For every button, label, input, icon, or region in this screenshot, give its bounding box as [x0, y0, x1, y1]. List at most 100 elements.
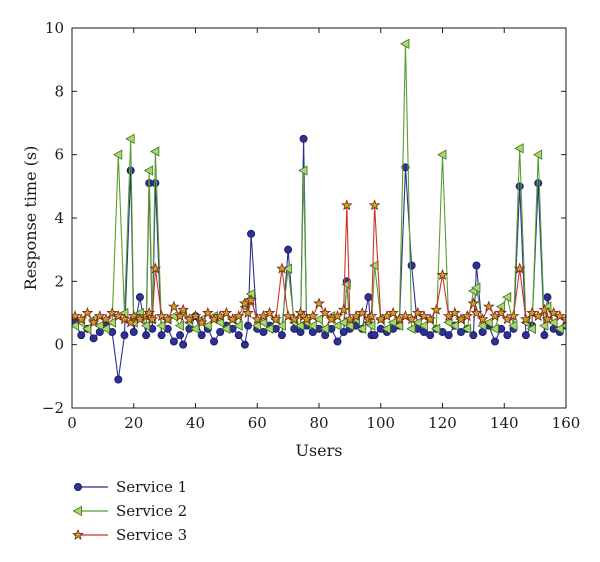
- series-2-point: [298, 165, 308, 176]
- series-1: [72, 134, 566, 384]
- series-3-point: [195, 316, 208, 328]
- series-1-point: [407, 261, 416, 270]
- series-3-point: [93, 310, 106, 322]
- series-2-point: [381, 323, 391, 335]
- series-1-point: [543, 293, 552, 302]
- series-1-point: [135, 293, 144, 302]
- series-1-point: [503, 331, 512, 340]
- series-3-point: [87, 316, 100, 328]
- series-1-point: [457, 327, 466, 336]
- series-2-point: [539, 320, 549, 331]
- series-3-point: [245, 294, 257, 306]
- series-1-point: [284, 245, 293, 254]
- series-2-point: [202, 320, 212, 331]
- series-2-point: [276, 320, 286, 331]
- series-1-point: [179, 340, 188, 349]
- y-axis-title: Response time (s): [21, 146, 40, 291]
- series-3-point: [470, 306, 483, 318]
- series-1-point: [444, 331, 453, 340]
- series-2: [72, 38, 566, 335]
- series-3-point: [106, 306, 118, 318]
- x-tick-label: 40: [186, 414, 205, 432]
- series-3-point: [436, 268, 449, 280]
- series-3-point: [313, 297, 325, 309]
- series-2-point: [307, 320, 317, 331]
- series-3-point: [288, 313, 301, 325]
- series-2-point: [295, 320, 305, 331]
- legend-label: Service 3: [116, 526, 187, 544]
- series-2-point: [258, 317, 268, 328]
- series-1-point: [401, 163, 410, 172]
- series-1-point: [247, 229, 256, 238]
- series-3-point: [495, 306, 508, 318]
- y-tick-label: 4: [54, 209, 64, 227]
- series-3-point: [174, 310, 186, 322]
- series-2-point: [508, 320, 518, 331]
- series-3-point: [482, 300, 495, 312]
- series-1-point: [157, 331, 166, 340]
- series-1-point: [472, 261, 481, 270]
- series-3-point: [405, 313, 418, 325]
- series-3-point: [461, 310, 474, 322]
- series-2-point: [251, 320, 262, 331]
- series-1-point: [89, 334, 98, 343]
- series-3-point: [269, 313, 282, 325]
- y-tick-label: 10: [45, 19, 64, 37]
- series-3-point: [532, 310, 545, 322]
- series-3-point: [520, 313, 532, 325]
- series-3-point: [337, 303, 350, 315]
- series-2-point: [449, 320, 459, 331]
- series-3-point: [547, 306, 560, 318]
- series-3-point: [418, 310, 430, 322]
- x-tick-label: 80: [309, 414, 328, 432]
- series-2-point: [156, 320, 166, 331]
- series-2-point: [400, 38, 410, 50]
- series-2-line: [74, 43, 566, 330]
- series-1-point: [210, 337, 219, 346]
- series-3-point: [81, 306, 94, 318]
- legend-marker: [72, 505, 82, 517]
- series-3-point: [340, 199, 353, 211]
- y-tick-label: −2: [42, 399, 64, 417]
- x-axis-title: Users: [295, 441, 342, 460]
- series-3-point: [146, 313, 159, 325]
- series-3-point: [177, 303, 189, 315]
- series-1-point: [521, 331, 530, 340]
- series-2-point: [319, 323, 330, 335]
- series-2-point: [190, 323, 200, 335]
- series-2-point: [356, 323, 367, 335]
- series-3-point: [507, 310, 520, 322]
- x-tick-label: 100: [366, 414, 395, 432]
- series-3-point: [449, 306, 461, 318]
- series-3-point: [202, 306, 214, 318]
- x-tick-label: 160: [552, 414, 581, 432]
- series-2-point: [282, 263, 293, 274]
- series-3-point: [242, 306, 254, 318]
- series-1-point: [426, 331, 435, 340]
- y-tick-label: 0: [54, 336, 64, 354]
- series-1-point: [129, 327, 138, 336]
- y-tick-label: 2: [54, 272, 64, 290]
- series-2-point: [264, 323, 274, 335]
- series-1-point: [243, 321, 252, 330]
- series-1-point: [176, 331, 185, 340]
- series-3-point: [112, 310, 125, 322]
- series-3-point: [75, 313, 88, 325]
- y-tick-label: 6: [54, 146, 64, 164]
- x-tick-label: 20: [124, 414, 143, 432]
- series-2-point: [332, 320, 342, 331]
- series-1-point: [364, 293, 373, 302]
- series-3-point: [513, 262, 526, 274]
- series-1-point: [120, 331, 129, 340]
- series-1-point: [277, 331, 286, 340]
- series-1-point: [114, 375, 123, 384]
- series-3-point: [306, 310, 319, 322]
- series-3-point: [553, 310, 566, 322]
- x-tick-label: 120: [428, 414, 457, 432]
- series-2-point: [214, 317, 225, 328]
- series-3-point: [368, 199, 381, 211]
- series-3-point: [155, 310, 168, 322]
- series-3: [72, 199, 566, 328]
- series-2-point: [106, 317, 117, 328]
- series-1-point: [339, 327, 348, 336]
